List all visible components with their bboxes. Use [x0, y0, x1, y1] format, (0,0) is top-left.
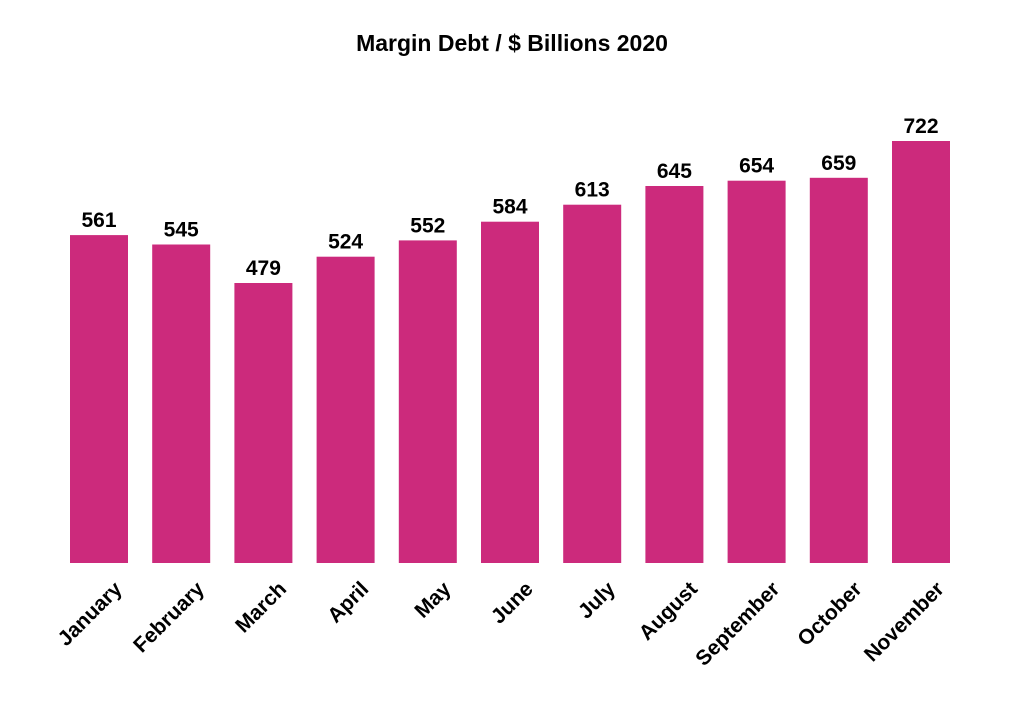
data-label-may: 552: [410, 214, 445, 237]
bar-march: [234, 283, 293, 563]
x-tick-label-july: July: [574, 577, 620, 623]
x-tick-label-november: November: [860, 577, 949, 666]
x-tick-label-april: April: [323, 577, 373, 627]
bar-october: [809, 177, 868, 564]
bar-january: [70, 235, 128, 563]
data-label-april: 524: [328, 231, 363, 254]
data-labels-group: 561 545 479 524 552 584 613 645 654 659 722: [81, 115, 938, 280]
data-label-january: 561: [81, 209, 116, 232]
data-label-august: 645: [657, 160, 692, 183]
bar-august: [645, 186, 704, 563]
bar-july: [563, 204, 622, 563]
x-tick-label-june: June: [487, 577, 538, 628]
chart-title: Margin Debt / $ Billions 2020: [356, 30, 668, 56]
bar-june: [481, 221, 539, 563]
bar-february: [152, 244, 211, 563]
bar-september: [727, 180, 786, 563]
data-label-march: 479: [246, 257, 281, 280]
x-tick-label-october: October: [793, 577, 866, 650]
x-tick-label-may: May: [410, 577, 455, 622]
data-label-october: 659: [821, 152, 856, 175]
x-tick-label-august: August: [635, 577, 702, 644]
x-tick-label-january: January: [54, 577, 127, 650]
x-tick-label-september: September: [691, 577, 784, 670]
data-label-november: 722: [903, 115, 938, 138]
x-tick-label-march: March: [231, 577, 291, 637]
data-label-february: 545: [164, 219, 199, 242]
bar-november: [892, 141, 950, 563]
x-tick-label-february: February: [129, 577, 209, 657]
x-tick-labels-group: January February March April May June July Augu…: [54, 577, 949, 670]
bars-group: [70, 141, 950, 564]
bar-may: [398, 240, 457, 563]
bar-april: [316, 256, 375, 563]
data-label-september: 654: [739, 155, 774, 178]
data-label-july: 613: [575, 179, 610, 202]
data-label-june: 584: [492, 196, 527, 219]
